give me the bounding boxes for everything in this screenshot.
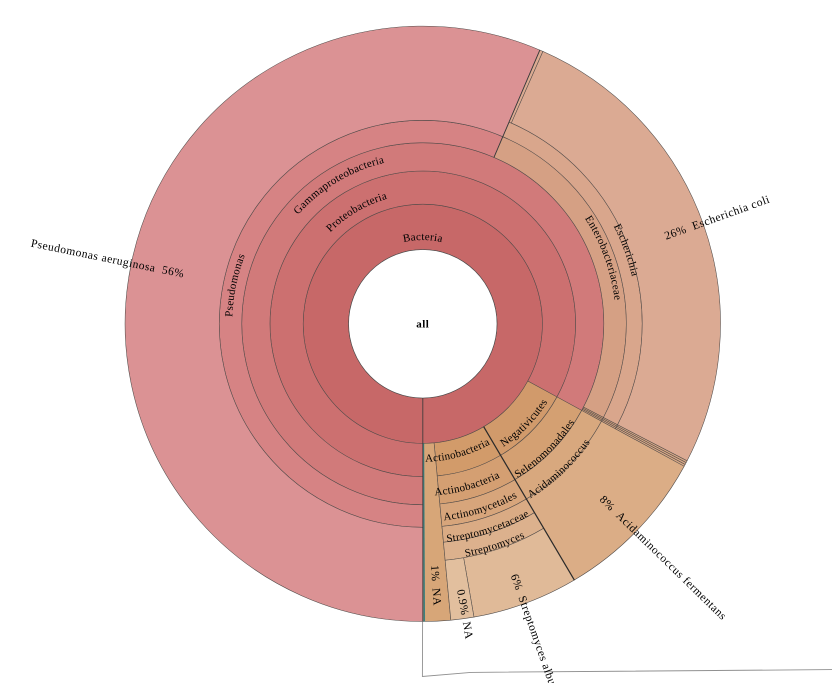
svg-text:8% Acidaminococcus fermentans: 8% Acidaminococcus fermentans	[597, 494, 729, 623]
svg-text:1% NA: 1% NA	[428, 565, 443, 607]
svg-text:all: all	[416, 319, 429, 331]
svg-text:Bacteria: Bacteria	[402, 231, 444, 245]
